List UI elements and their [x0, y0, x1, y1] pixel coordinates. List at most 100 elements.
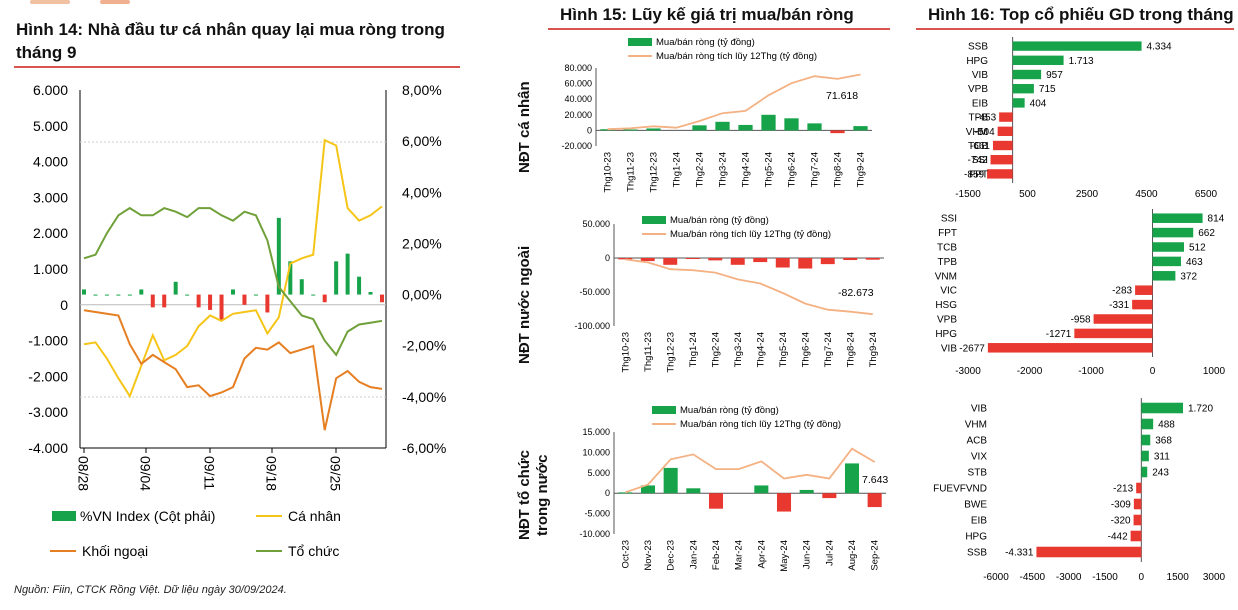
x-tick-label: Aug-24: [847, 540, 858, 571]
brand-logo-mark: [30, 0, 70, 4]
vnindex-bar: [299, 279, 304, 295]
vnindex-bar: [288, 261, 293, 295]
value-label: 463: [1186, 257, 1203, 268]
x-tick-label: Thg8-24: [845, 332, 856, 367]
stock-bar: [1133, 498, 1142, 510]
x-tick-label: Thg2-24: [695, 152, 706, 187]
net-bar: [618, 258, 633, 260]
category-label: VIC: [940, 286, 957, 297]
x-tick-label: 09/18: [264, 456, 280, 491]
net-bar: [843, 258, 858, 261]
cumulative-line: [625, 258, 873, 316]
y-right-tick-label: -6,00%: [402, 440, 446, 456]
vnindex-bar: [208, 294, 213, 310]
stock-bar: [1152, 213, 1203, 223]
y-tick-label: -20.000: [561, 141, 592, 151]
y-tick-label: 20.000: [564, 110, 592, 120]
vnindex-bar: [276, 217, 281, 295]
category-label: TCB: [968, 141, 988, 152]
legend-label: Mua/bán ròng tích lũy 12Thg (tỷ đồng): [656, 51, 817, 62]
vnindex-bar: [231, 289, 235, 295]
value-label: -453: [976, 113, 996, 124]
figure-16-rule: [916, 28, 1234, 30]
net-bar: [867, 493, 882, 508]
x-tick-label: 1500: [1167, 572, 1190, 583]
net-bar: [715, 121, 730, 131]
stock-bar: [1093, 314, 1153, 324]
vnindex-bar: [322, 294, 327, 303]
stock-bar: [1012, 55, 1064, 65]
net-bar: [640, 485, 656, 494]
value-label: -213: [1113, 484, 1133, 495]
vnindex-bar: [150, 294, 155, 308]
category-label: EIB: [971, 516, 987, 527]
x-tick-label: 1000: [1203, 366, 1226, 377]
legend-swatch-bar: [652, 406, 676, 414]
vnindex-bar: [93, 294, 98, 296]
y-tick-label: 80.000: [564, 63, 592, 73]
stock-bar: [1012, 84, 1034, 94]
legend-label: Mua/bán ròng (tỷ đồng): [656, 37, 755, 48]
vnindex-bar: [334, 261, 339, 295]
stock-bar: [1141, 450, 1149, 462]
value-label: -1271: [1046, 329, 1072, 340]
x-tick-label: -1500: [955, 189, 981, 200]
y-left-tick-label: -3.000: [28, 404, 68, 420]
y-left-tick-label: 0: [60, 297, 68, 313]
value-label: -309: [1111, 500, 1131, 511]
stock-bar: [1074, 328, 1153, 339]
x-tick-label: Thg12-23: [649, 152, 660, 193]
value-label: 243: [1152, 468, 1169, 479]
net-bar: [754, 485, 769, 494]
x-tick-label: 6500: [1195, 189, 1218, 200]
stock-bar: [987, 343, 1153, 353]
x-tick-label: Thg7-24: [823, 332, 834, 367]
stock-bar: [1141, 418, 1154, 430]
x-tick-label: Thg9-24: [868, 332, 879, 367]
category-label: TPB: [938, 257, 958, 268]
legend-label: %VN Index (Cột phải): [80, 508, 215, 524]
value-label: -958: [1071, 315, 1091, 326]
brand-logo-mark-secondary: [100, 0, 130, 4]
stock-bar: [1141, 434, 1151, 446]
x-tick-label: Thg8-24: [833, 152, 844, 187]
stock-bar: [1135, 285, 1153, 295]
value-label: 368: [1155, 436, 1172, 447]
x-tick-label: Thg9-24: [856, 152, 867, 187]
stock-bar: [997, 126, 1013, 136]
category-label: VIB: [971, 404, 987, 415]
y-left-tick-label: -2.000: [28, 368, 68, 384]
x-tick-label: 09/04: [138, 456, 154, 491]
net-bar: [738, 124, 753, 131]
net-bar: [692, 125, 707, 131]
category-label: VIB: [972, 70, 988, 81]
x-tick-label: 0: [1139, 572, 1145, 583]
net-bar: [708, 258, 723, 261]
cumulative-line: [625, 447, 876, 494]
stock-bar: [1152, 242, 1184, 252]
x-tick-label: 2500: [1076, 189, 1099, 200]
y-tick-label: 15.000: [582, 427, 610, 437]
value-label: 372: [1180, 271, 1197, 282]
y-tick-label: 0: [605, 253, 610, 263]
x-tick-label: Thg3-24: [733, 332, 744, 367]
legend-swatch-bar: [642, 216, 666, 224]
y-left-tick-label: -4.000: [28, 440, 68, 456]
stock-bar: [1152, 256, 1181, 267]
stock-bar: [1132, 299, 1153, 310]
x-tick-label: -2000: [1017, 366, 1043, 377]
y-left-tick-label: 6.000: [33, 82, 68, 98]
category-label: TPB: [969, 113, 989, 124]
vnindex-bar: [173, 281, 178, 295]
stock-bar: [1152, 227, 1194, 238]
y-left-tick-label: 2.000: [33, 225, 68, 241]
x-tick-label: Thg7-24: [810, 152, 821, 187]
x-tick-label: 4500: [1135, 189, 1158, 200]
net-bar: [618, 492, 633, 494]
x-tick-label: Thg12-23: [665, 332, 676, 373]
y-left-tick-label: -1.000: [28, 333, 68, 349]
category-label: SSB: [968, 42, 988, 53]
x-tick-label: Dec-23: [666, 540, 677, 571]
x-tick-label: 09/25: [328, 456, 344, 491]
x-tick-label: May-24: [779, 540, 790, 572]
